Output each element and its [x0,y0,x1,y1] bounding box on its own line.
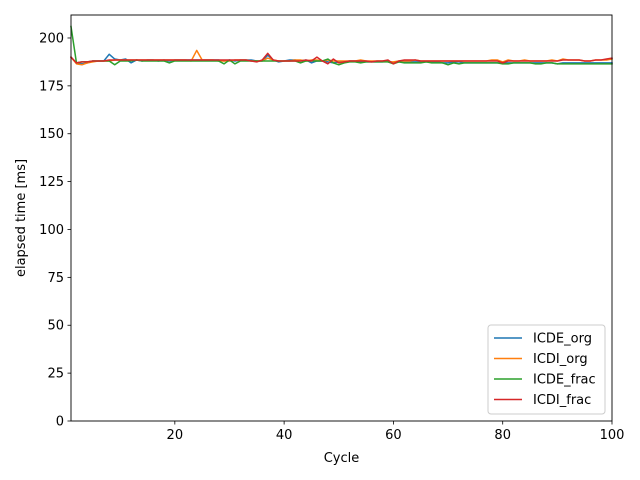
y-tick-label: 0 [56,415,64,430]
x-axis-label: Cycle [324,451,360,466]
x-tick-label: 100 [600,428,625,443]
series-layer [69,25,613,66]
y-tick-label: 200 [39,31,64,46]
y-axis: 0 25 50 75 100 125 150 175 200 [39,31,71,430]
plot-frame [70,14,613,422]
x-tick-label: 80 [494,428,511,443]
legend-label: ICDI_org [533,352,588,367]
legend: ICDE_org ICDI_org ICDE_frac ICDI_frac [487,324,606,415]
y-axis-label: elapsed time [ms] [14,159,29,277]
y-tick-label: 75 [47,271,64,286]
legend-label: ICDE_org [533,332,592,347]
series-line-icdi-frac [69,52,613,65]
y-tick-label: 100 [39,223,64,238]
x-tick-label: 40 [276,428,293,443]
x-tick-label: 60 [385,428,402,443]
series-line-icde-frac [70,25,613,66]
legend-label: ICDE_frac [533,373,596,388]
legend-label: ICDI_frac [533,393,591,408]
y-tick-label: 50 [47,319,64,334]
y-tick-label: 25 [47,367,64,382]
y-tick-label: 175 [39,79,64,94]
legend-box [487,324,606,415]
y-tick-label: 125 [39,175,64,190]
y-tick-label: 150 [39,127,64,142]
x-tick-label: 20 [167,428,184,443]
x-axis: 20 40 60 80 100 [167,421,625,443]
